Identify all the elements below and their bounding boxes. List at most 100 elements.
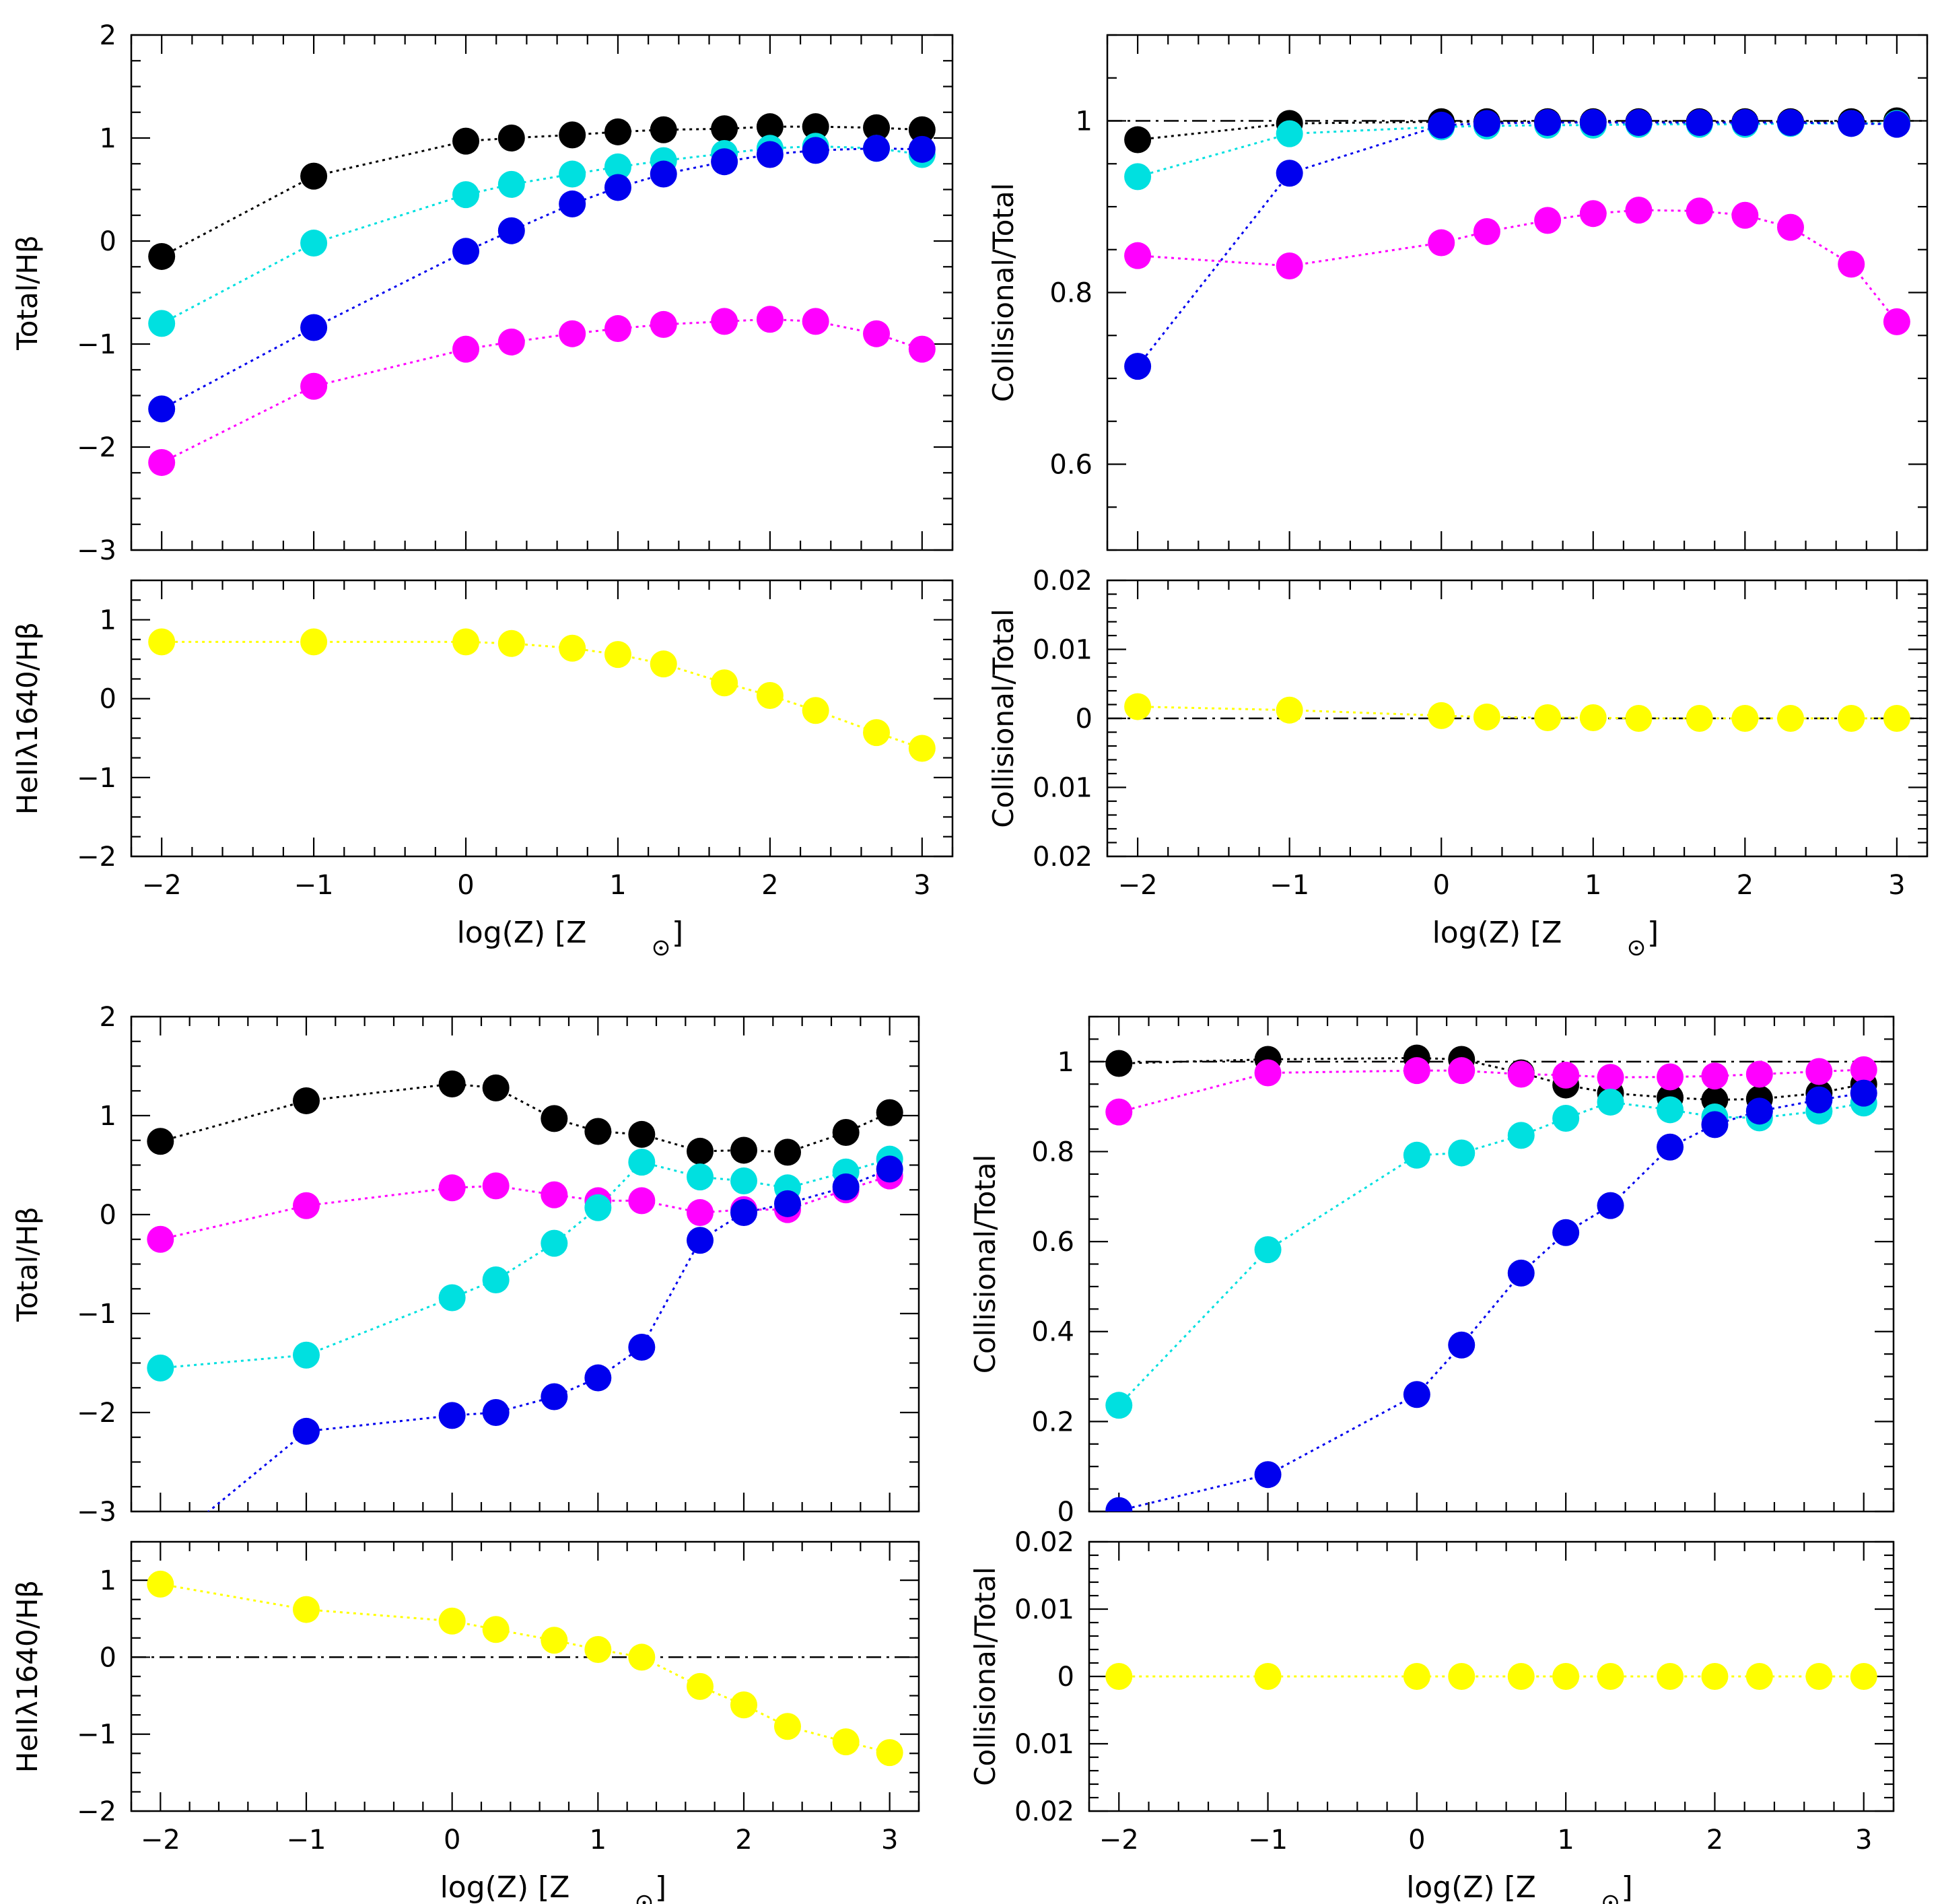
plot-frame	[1088, 1015, 1895, 1513]
data-point-black	[730, 1136, 757, 1164]
data-point-cyan	[300, 230, 328, 257]
data-point-magenta	[1805, 1058, 1833, 1085]
x-tick-label: −1	[294, 870, 334, 901]
data-point-yellow	[1745, 1663, 1773, 1690]
data-point-yellow	[1579, 704, 1607, 731]
y-axis-label: Collisional/Total	[987, 183, 1020, 403]
data-point-magenta	[1850, 1056, 1877, 1083]
series-group	[147, 1570, 903, 1767]
series-line-cyan	[1118, 1101, 1865, 1406]
y-tick-label: 0.01	[1014, 1729, 1074, 1760]
data-point-blue	[628, 1333, 656, 1361]
data-point-yellow	[1625, 705, 1653, 732]
panel-bottom-left-main: −3 −2 −1 0 1 2 Total/Hβ	[11, 1002, 920, 1528]
data-point-blue	[1105, 1497, 1133, 1511]
data-point-cyan	[452, 181, 480, 209]
data-point-black	[293, 1087, 320, 1114]
x-axis-label: log(Z) [Z	[1432, 916, 1562, 950]
data-point-magenta	[1403, 1057, 1430, 1085]
data-point-magenta	[1105, 1098, 1133, 1126]
data-point-yellow	[1254, 1663, 1282, 1690]
x-tick-label: 1	[609, 870, 626, 901]
data-point-blue	[1428, 111, 1455, 139]
y-tick-label: −1	[77, 1720, 116, 1750]
x-tick-label: 0	[1432, 870, 1449, 901]
x-tick-label: 3	[1855, 1825, 1872, 1856]
y-tick-label: 2	[100, 20, 116, 51]
y-tick-label: 0.01	[1033, 635, 1093, 666]
y-axis-label: Total/Hβ	[11, 235, 44, 351]
data-point-yellow	[1777, 705, 1804, 732]
series-line-blue	[1136, 121, 1897, 368]
data-point-blue	[1805, 1086, 1833, 1114]
data-point-black	[1124, 126, 1152, 154]
data-point-magenta	[1428, 229, 1455, 257]
data-point-magenta	[1657, 1063, 1684, 1091]
data-point-blue	[1579, 109, 1607, 137]
data-point-magenta	[1625, 197, 1653, 224]
y-axis-label: Collisional/Total	[987, 609, 1020, 828]
data-point-magenta	[1448, 1057, 1476, 1085]
series-line-magenta	[160, 1175, 891, 1241]
series-line-cyan	[161, 145, 923, 325]
data-point-yellow	[1850, 1663, 1877, 1690]
data-point-blue	[1448, 1331, 1476, 1359]
plot-frame	[130, 1540, 920, 1812]
data-point-blue	[559, 190, 586, 217]
data-point-blue	[1507, 1259, 1535, 1287]
y-tick-label: −2	[77, 1398, 116, 1429]
y-tick-label: 1	[100, 123, 116, 154]
data-point-blue	[832, 1173, 860, 1200]
data-point-blue	[1534, 109, 1562, 137]
data-point-cyan	[1254, 1236, 1282, 1264]
data-point-magenta	[1473, 217, 1500, 245]
y-tick-label: 1	[100, 1565, 116, 1596]
data-point-yellow	[1507, 1663, 1535, 1690]
data-point-yellow	[1838, 705, 1865, 732]
data-point-blue	[1850, 1079, 1877, 1107]
data-point-magenta	[497, 328, 525, 355]
data-point-cyan	[584, 1194, 612, 1221]
data-point-yellow	[756, 682, 784, 710]
data-point-yellow	[650, 650, 677, 678]
x-tick-label: 2	[761, 870, 778, 901]
data-point-cyan	[438, 1284, 466, 1312]
solar-symbol-dot	[642, 1901, 646, 1904]
x-tick-label: −1	[287, 1825, 326, 1856]
x-tick-label: −1	[1270, 870, 1309, 901]
y-tick-label: 1	[1076, 106, 1093, 137]
data-point-cyan	[1507, 1122, 1535, 1149]
data-point-blue	[482, 1399, 510, 1426]
plot-frame	[130, 1015, 920, 1513]
series-line-magenta	[161, 318, 923, 464]
data-point-blue	[774, 1190, 801, 1217]
y-tick-label: 0.6	[1049, 450, 1093, 481]
data-point-black	[774, 1138, 801, 1166]
data-point-black	[711, 115, 738, 143]
data-point-yellow	[1448, 1663, 1476, 1690]
data-point-yellow	[628, 1643, 656, 1671]
y-tick-label: −1	[77, 763, 116, 794]
y-tick-label: 0	[100, 226, 116, 257]
panel-top-left-main: −3 −2 −1 0 1 2 Total/Hβ	[11, 20, 954, 566]
data-point-yellow	[687, 1672, 714, 1700]
data-point-magenta	[1276, 252, 1303, 279]
data-point-black	[908, 116, 936, 143]
y-tick-label: 0	[100, 1200, 116, 1231]
data-point-yellow	[876, 1739, 903, 1767]
series-group	[147, 1070, 903, 1511]
data-point-blue	[650, 160, 677, 188]
data-point-magenta	[482, 1172, 510, 1200]
data-point-magenta	[756, 306, 784, 333]
data-point-blue	[1403, 1381, 1430, 1408]
panel-bottom-right-sub: 0.02 0.01 0 0.01 0.02 −2 −1 0 1 2 3 log(Z) [Z] Colli…	[969, 1527, 1895, 1904]
data-point-yellow	[1428, 702, 1455, 729]
y-tick-label: 0.01	[1033, 773, 1093, 804]
data-point-magenta	[438, 1174, 466, 1202]
y-tick-label: 1	[1057, 1047, 1074, 1078]
y-tick-label: −2	[77, 1796, 116, 1827]
series-group	[148, 628, 936, 762]
data-point-yellow	[863, 719, 891, 747]
series-line-yellow	[1138, 706, 1897, 720]
data-point-cyan	[687, 1163, 714, 1191]
